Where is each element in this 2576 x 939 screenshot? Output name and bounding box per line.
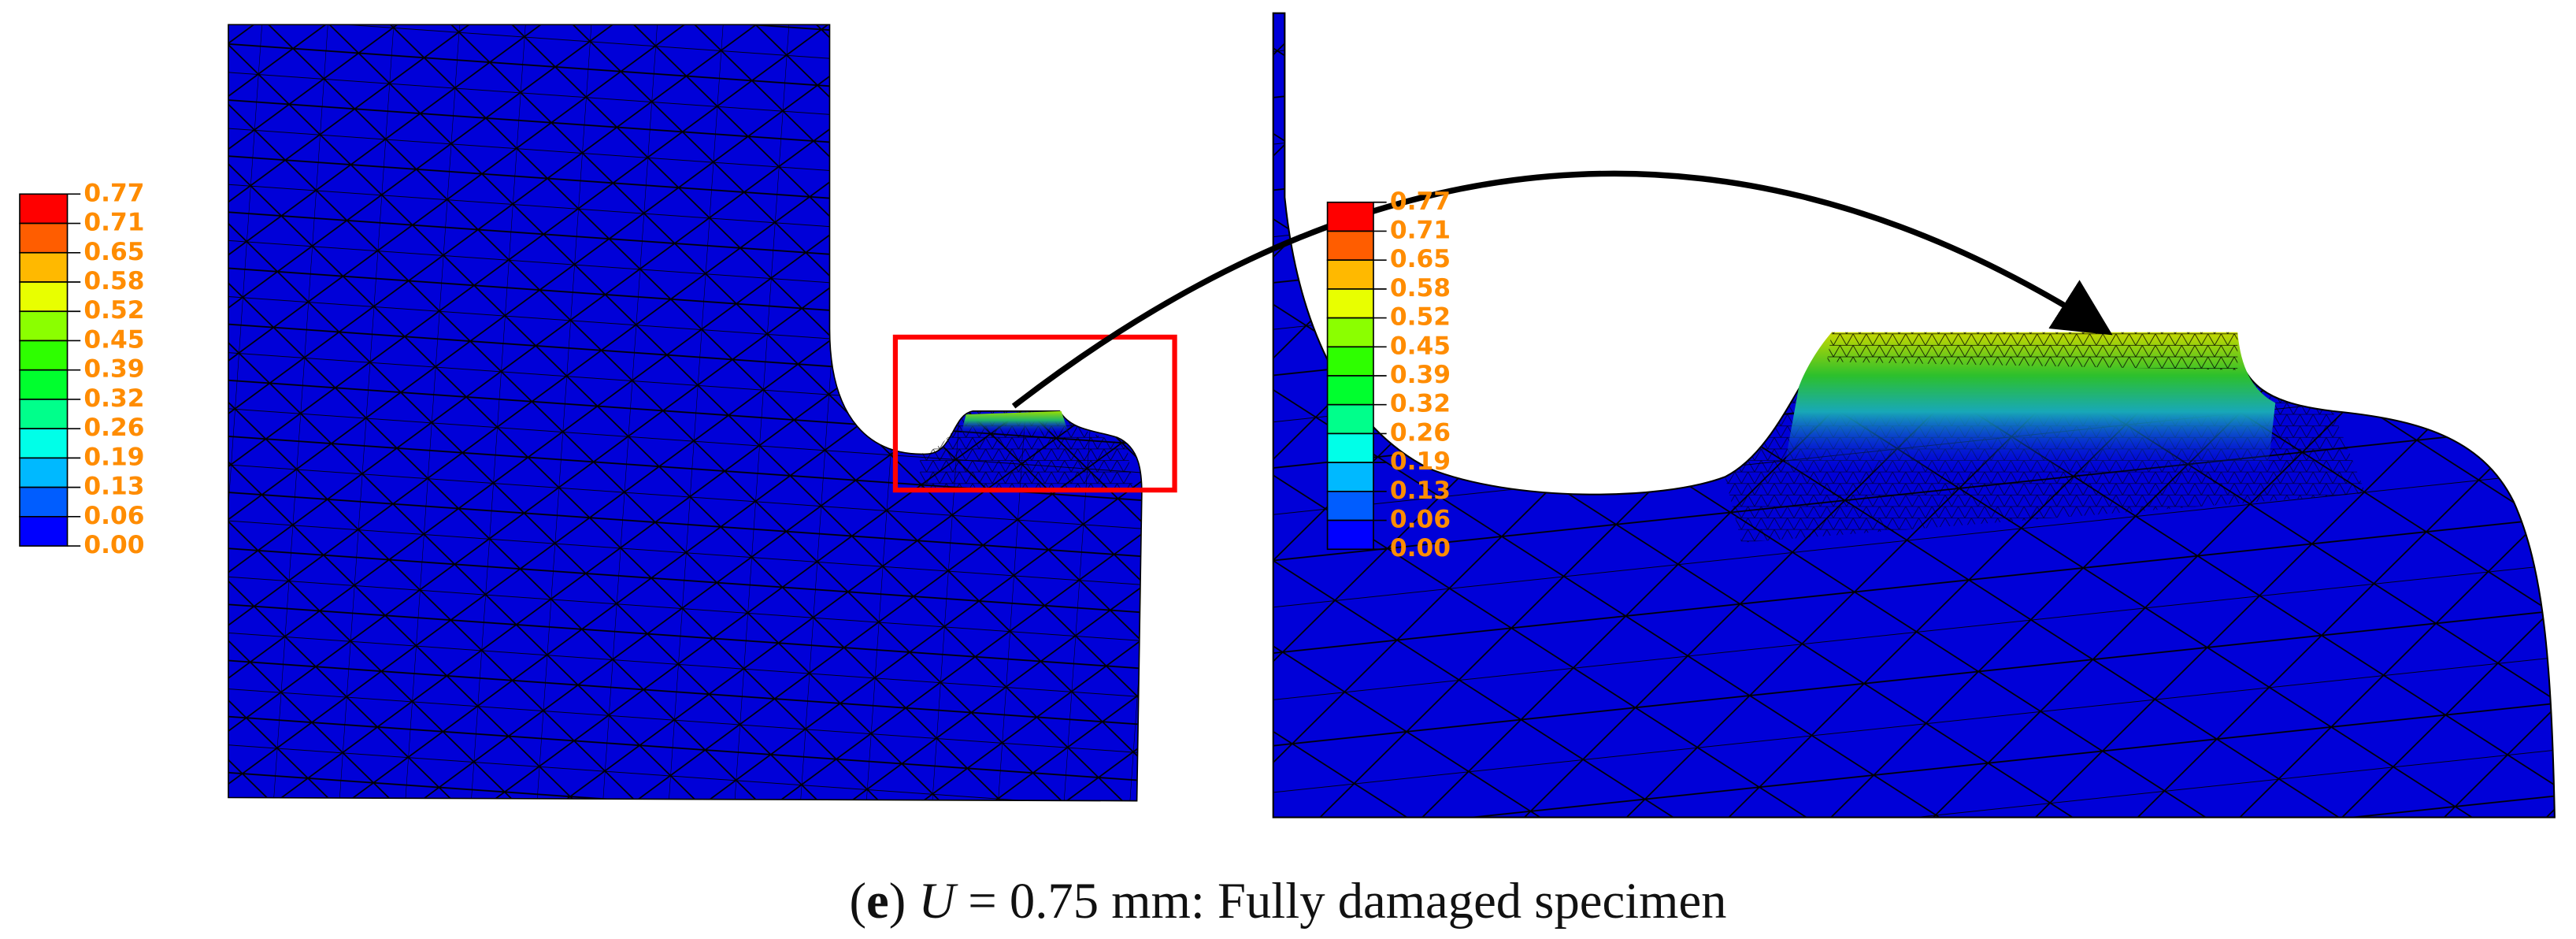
legend-swatch (1326, 490, 1374, 521)
legend-label: 0.58 (1390, 274, 1451, 302)
right-mesh (1272, 12, 2556, 818)
legend-swatch (19, 222, 69, 254)
legend-swatch (1326, 432, 1374, 463)
caption-variable: U (918, 872, 958, 929)
legend-swatch (19, 251, 69, 283)
legend-label: 0.32 (1390, 390, 1451, 418)
legend-swatch (19, 340, 69, 371)
legend-swatch (1326, 259, 1374, 290)
legend-label: 0.45 (1390, 332, 1451, 360)
legend-swatch (19, 428, 69, 459)
caption-open: ( (849, 872, 866, 929)
legend-label: 0.65 (1390, 245, 1451, 273)
caption-label: e (866, 872, 889, 929)
legend-swatch (19, 281, 69, 313)
legend-label: 0.06 (83, 502, 144, 530)
legend-swatch (1326, 230, 1374, 262)
legend-label: 0.39 (83, 355, 144, 384)
legend-label: 0.13 (1390, 477, 1451, 505)
legend-label: 0.52 (1390, 303, 1451, 332)
legend: 0.770.710.650.580.520.450.390.320.260.19… (1326, 187, 1451, 562)
legend-label: 0.65 (83, 238, 144, 266)
legend-swatch (1326, 317, 1374, 348)
legend-swatch (19, 486, 69, 518)
legend-label: 0.77 (83, 179, 144, 207)
legend-swatch (19, 516, 69, 547)
legend-swatch (1326, 519, 1374, 551)
legend-label: 0.58 (83, 267, 144, 295)
legend-label: 0.26 (1390, 418, 1451, 447)
legend-swatch (1326, 288, 1374, 319)
legend-label: 0.00 (1390, 534, 1451, 562)
caption: (e) U = 0.75 mm: Fully damaged specimen (849, 872, 1726, 929)
left-mesh (228, 24, 1143, 802)
caption-close: ) (889, 872, 906, 929)
legend-label: 0.32 (83, 384, 144, 413)
zoom-box (892, 334, 1177, 493)
legend-swatch (19, 399, 69, 429)
legend-label: 0.06 (1390, 506, 1451, 534)
legend-label: 0.71 (1390, 216, 1451, 244)
legend: 0.770.710.650.580.520.450.390.320.260.19… (19, 179, 145, 559)
legend-swatch (1326, 201, 1374, 232)
legend-label: 0.13 (83, 473, 144, 501)
legend-swatch (19, 457, 69, 488)
legend-swatch (19, 369, 69, 400)
legend-label: 0.52 (83, 296, 144, 325)
legend-swatch (19, 310, 69, 342)
caption-text: = 0.75 mm: Fully damaged specimen (968, 872, 1726, 929)
legend-label: 0.77 (1390, 187, 1451, 216)
legend-swatch (1326, 346, 1374, 377)
legend-label: 0.00 (83, 531, 144, 559)
zoom-arrow (1011, 170, 2113, 409)
legend-swatch (19, 193, 69, 225)
legend-label: 0.19 (1390, 447, 1451, 476)
legend-swatch (1326, 462, 1374, 492)
legend-label: 0.45 (83, 325, 144, 354)
legend-swatch (1326, 375, 1374, 406)
legend-label: 0.19 (83, 443, 144, 471)
legend-swatch (1326, 403, 1374, 435)
legend-label: 0.39 (1390, 361, 1451, 389)
legend-label: 0.71 (83, 209, 144, 237)
legend-label: 0.26 (83, 414, 144, 442)
